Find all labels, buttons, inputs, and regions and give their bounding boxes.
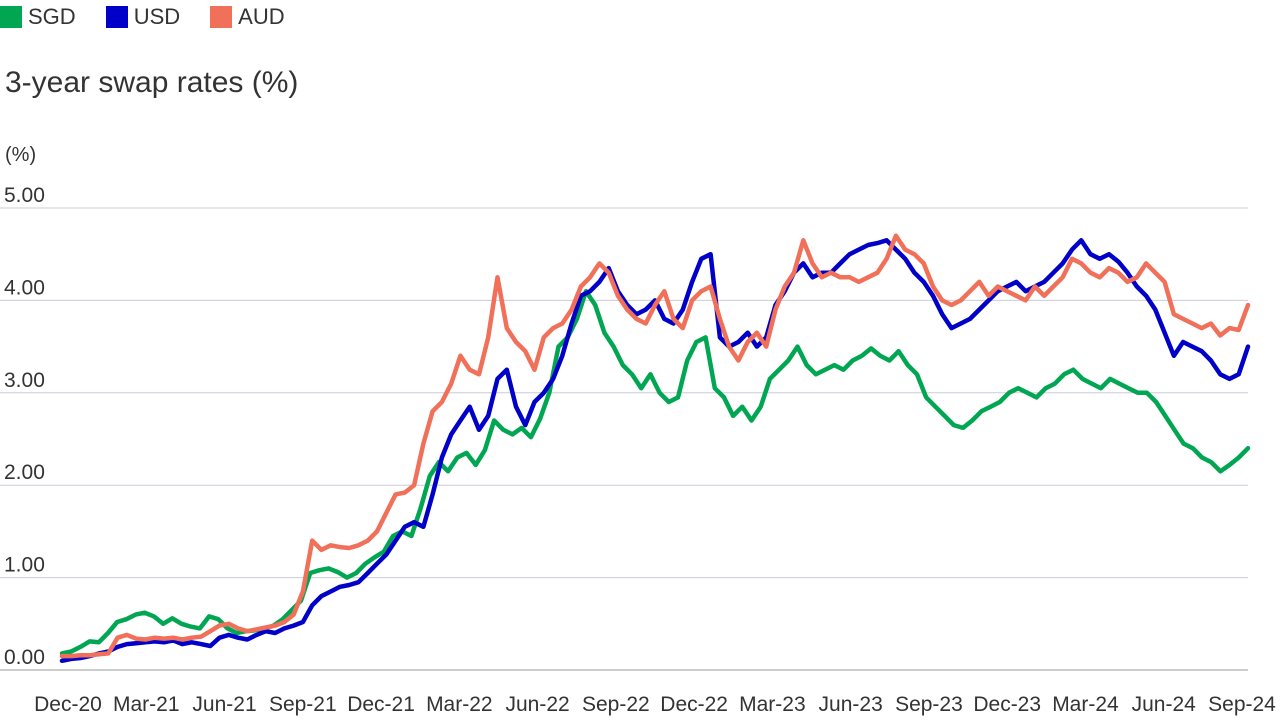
y-tick-label-1: 1.00	[4, 554, 45, 577]
x-tick-label-11: Sep-23	[895, 693, 963, 716]
x-tick-label-10: Jun-23	[819, 693, 883, 716]
x-tick-label-3: Sep-21	[269, 693, 337, 716]
x-tick-label-6: Jun-22	[505, 693, 569, 716]
series-line-sgd	[59, 288, 1251, 656]
legend-item-usd: USD	[105, 4, 181, 30]
series-line-usd	[59, 238, 1251, 664]
legend-item-sgd: SGD	[0, 4, 76, 30]
y-tick-label-4: 4.00	[4, 276, 45, 299]
x-tick-label-5: Mar-22	[426, 693, 493, 716]
series-line-aud	[59, 233, 1251, 659]
y-tick-label-2: 2.00	[4, 461, 45, 484]
legend-label-aud: AUD	[238, 4, 285, 29]
chart-legend: SGD USD AUD	[0, 4, 285, 30]
x-tick-label-12: Dec-23	[973, 693, 1041, 716]
y-axis-unit-label: (%)	[5, 144, 37, 166]
x-tick-label-7: Sep-22	[582, 693, 650, 716]
legend-label-sgd: SGD	[28, 4, 76, 29]
y-tick-label-5: 5.00	[4, 184, 45, 207]
x-tick-label-14: Jun-24	[1132, 693, 1197, 716]
x-tick-label-1: Mar-21	[113, 693, 180, 716]
legend-swatch-usd	[105, 6, 128, 28]
legend-item-aud: AUD	[210, 4, 285, 30]
x-tick-label-2: Jun-21	[192, 693, 256, 716]
x-tick-label-13: Mar-24	[1052, 693, 1119, 716]
y-tick-label-0: 0.00	[4, 646, 45, 669]
x-tick-label-9: Mar-23	[739, 693, 806, 716]
x-tick-label-0: Dec-20	[34, 693, 102, 716]
legend-swatch-aud	[210, 6, 233, 28]
chart-title: 3-year swap rates (%)	[5, 66, 299, 99]
y-tick-label-3: 3.00	[4, 369, 45, 392]
legend-label-usd: USD	[133, 4, 181, 29]
x-tick-label-4: Dec-21	[347, 693, 415, 716]
x-tick-label-15: Sep-24	[1208, 693, 1276, 716]
x-tick-label-8: Dec-22	[660, 693, 728, 716]
legend-swatch-sgd	[0, 6, 22, 28]
